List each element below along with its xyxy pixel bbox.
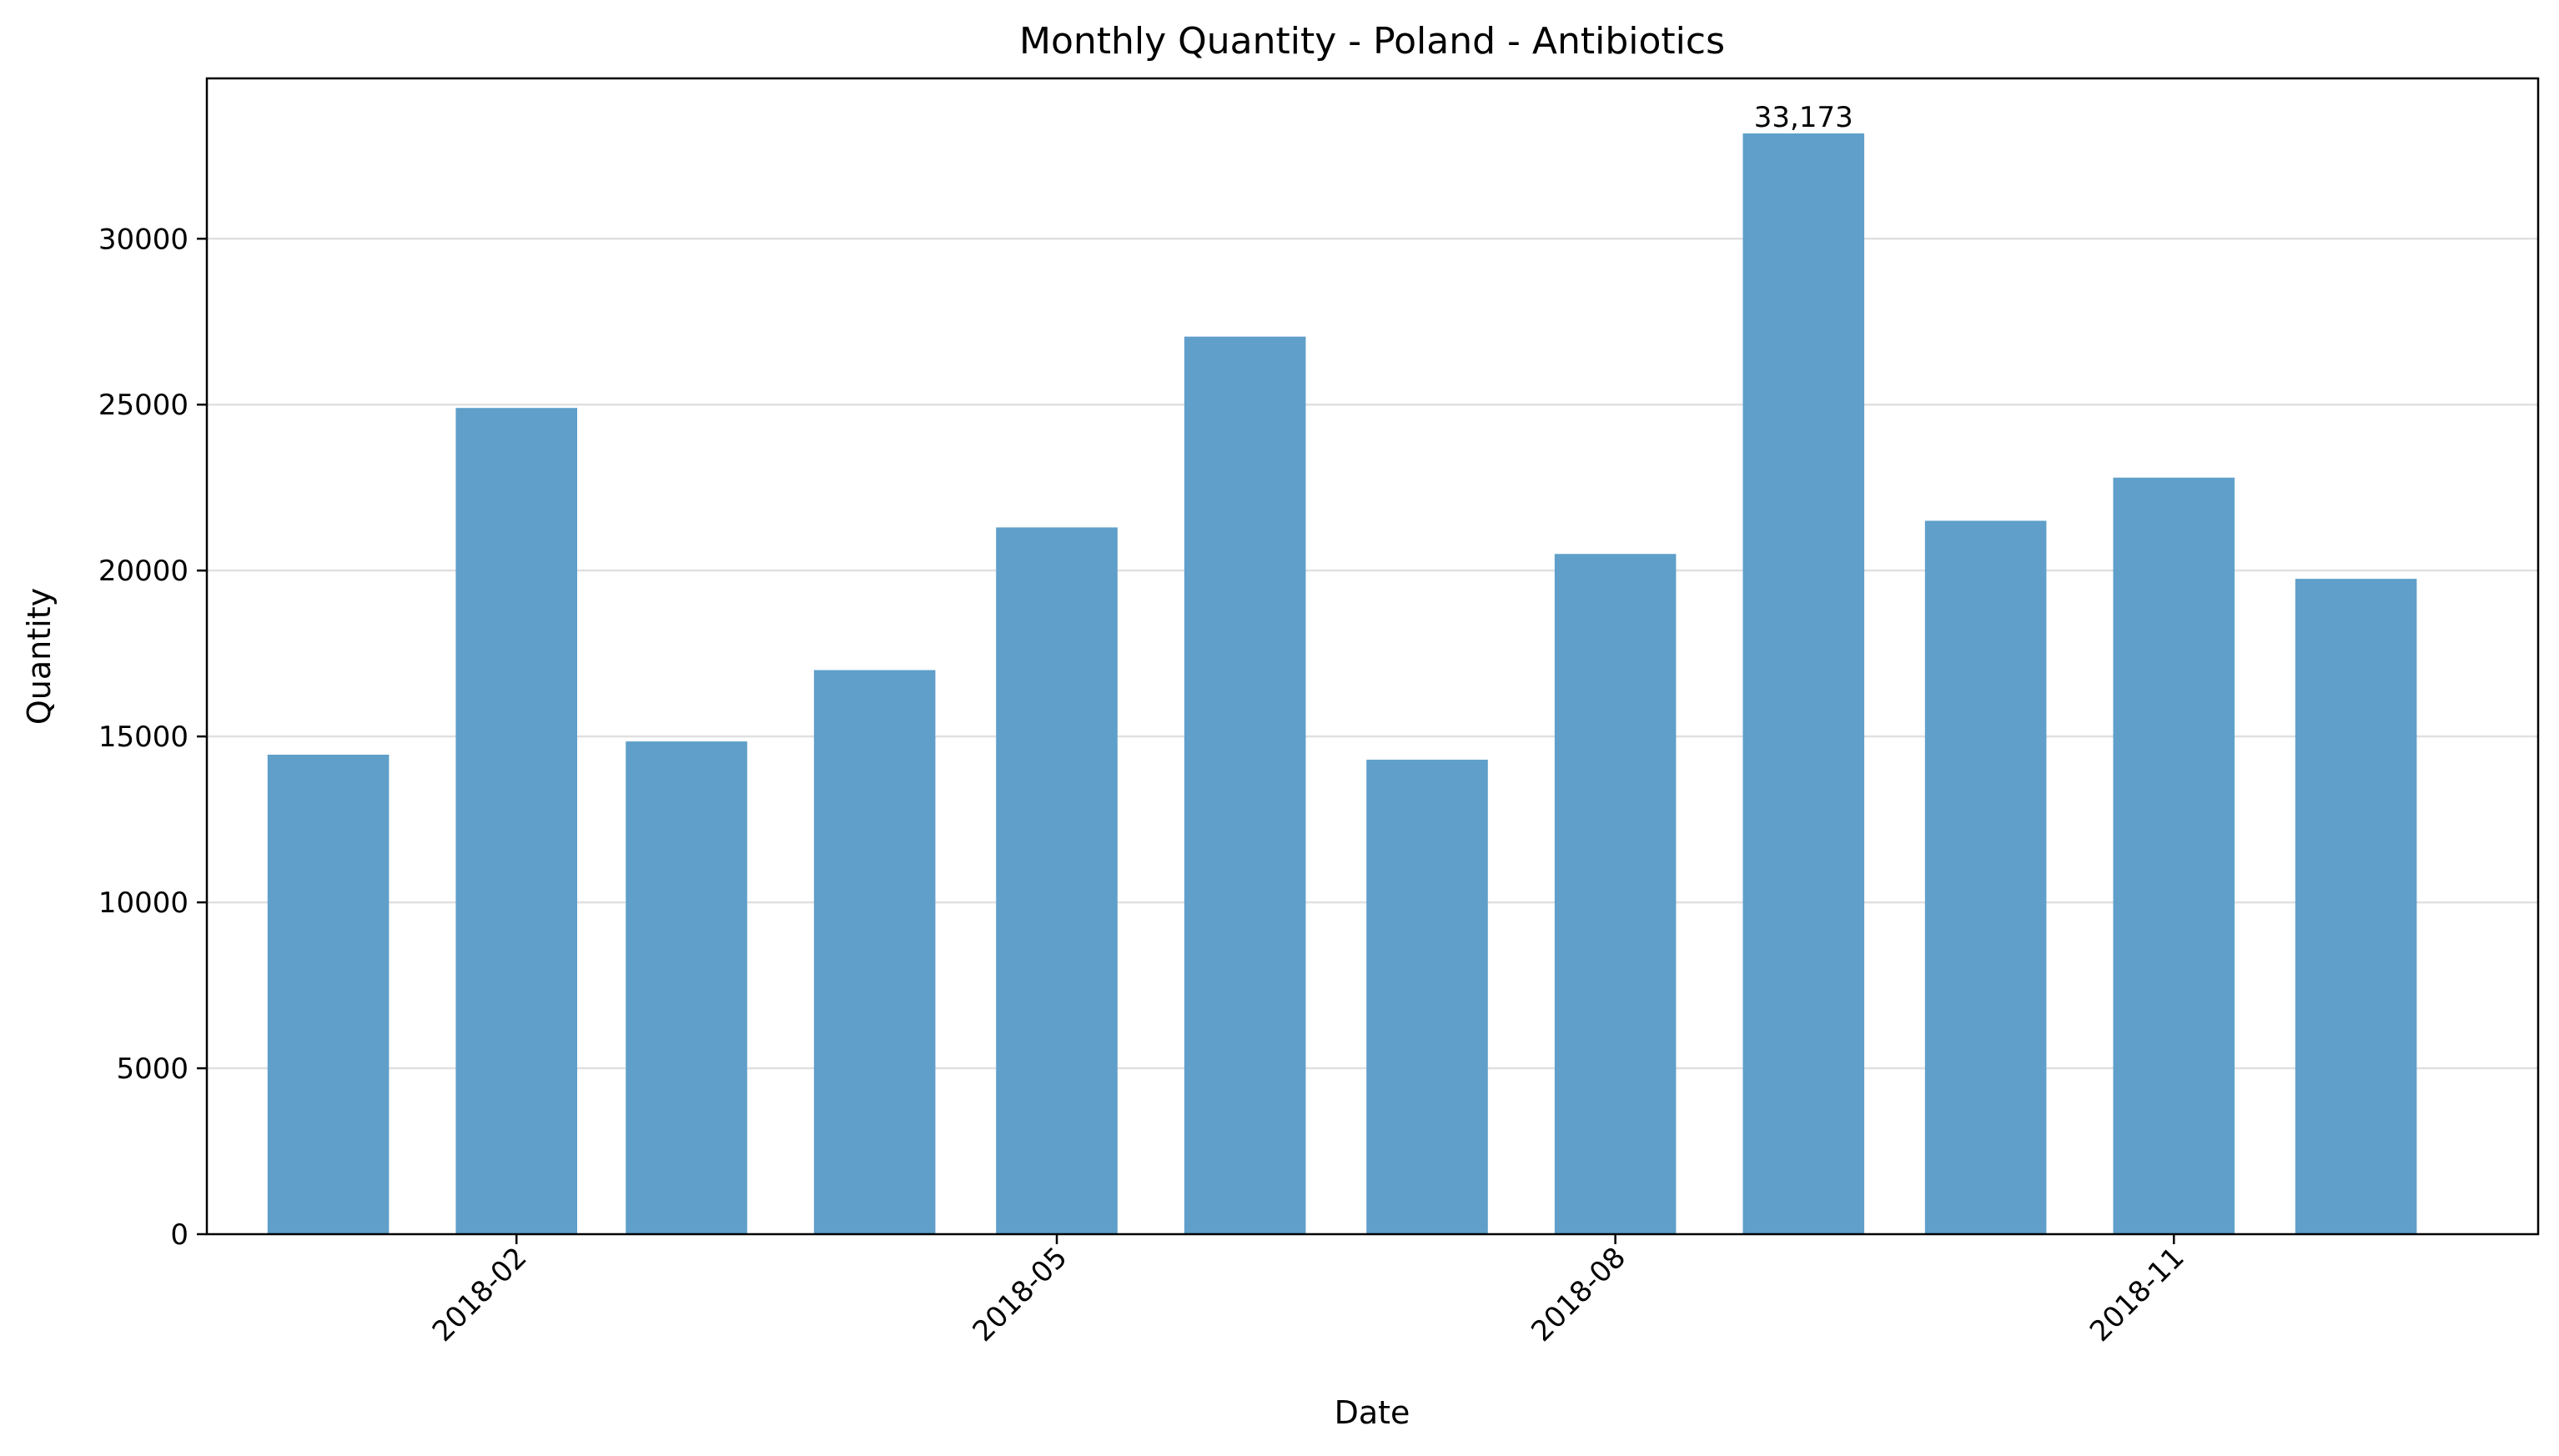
bar xyxy=(267,755,390,1234)
bars xyxy=(267,133,2417,1234)
bar xyxy=(813,670,936,1234)
x-tick-label: 2018-05 xyxy=(967,1241,1074,1348)
bar xyxy=(996,527,1118,1234)
bar xyxy=(1184,336,1306,1234)
plot-frame xyxy=(205,77,2540,1236)
chart-title: Monthly Quantity - Poland - Antibiotics xyxy=(1019,20,1725,63)
y-tick-label: 15000 xyxy=(98,720,189,754)
bar xyxy=(1366,759,1488,1234)
y-tick-label: 30000 xyxy=(98,223,189,256)
bar xyxy=(2295,579,2417,1234)
bar xyxy=(2113,477,2235,1234)
y-axis: 0 5000 10000 15000 20000 25000 30000 xyxy=(98,223,207,1252)
y-tick-label: 5000 xyxy=(116,1052,189,1086)
x-tick-label: 2018-02 xyxy=(426,1241,534,1348)
bar xyxy=(455,408,577,1234)
bar xyxy=(1924,520,2047,1234)
y-axis-label: Quantity xyxy=(21,588,58,725)
bar xyxy=(1742,133,1865,1234)
y-tick-label: 10000 xyxy=(98,886,189,920)
x-axis: 2018-02 2018-05 2018-08 2018-11 xyxy=(426,1234,2191,1348)
bar xyxy=(626,741,747,1234)
y-tick-label: 20000 xyxy=(98,555,189,588)
x-tick-label: 2018-11 xyxy=(2084,1241,2191,1348)
bar xyxy=(1554,554,1677,1234)
x-axis-label: Date xyxy=(1335,1394,1410,1431)
x-tick-label: 2018-08 xyxy=(1525,1241,1632,1348)
data-label: 33,173 xyxy=(1754,101,1853,134)
y-tick-label: 25000 xyxy=(98,389,189,422)
data-labels: 33,173 xyxy=(1754,101,1853,134)
y-tick-label: 0 xyxy=(170,1218,189,1252)
